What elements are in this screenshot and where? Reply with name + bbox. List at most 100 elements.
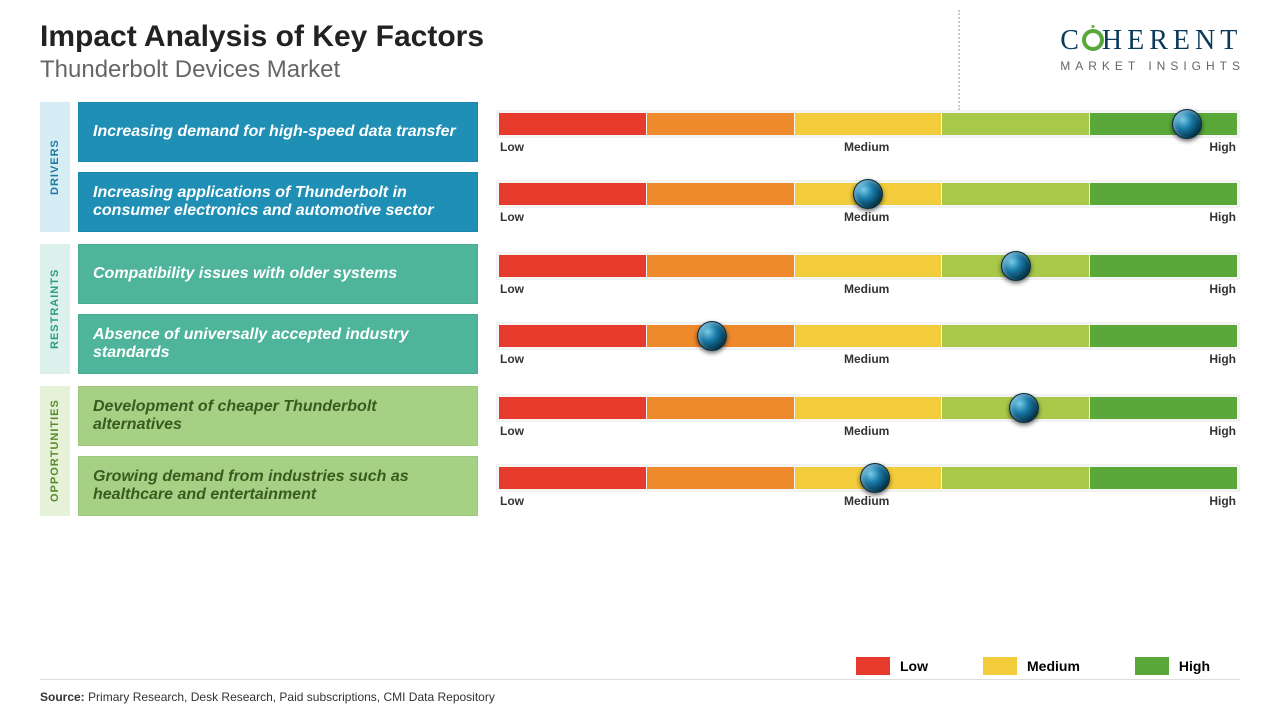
gauge-segment [795,113,942,135]
legend-label: Low [900,658,928,674]
legend-item: High [1135,657,1210,675]
gauge-segment [499,325,646,347]
gauge-segment [647,255,794,277]
gauge-segment [647,397,794,419]
gauge-segment [795,255,942,277]
factor-row: Compatibility issues with older systemsL… [78,244,1240,304]
legend-swatch [1135,657,1169,675]
logo-post: HERENT [1102,25,1242,56]
gauge-marker-icon [1172,109,1202,139]
gauge-marker-icon [853,179,883,209]
factor-text: Development of cheaper Thunderbolt alter… [78,386,478,446]
gauge-axis-labels: LowMediumHigh [496,140,1240,154]
gauge-low-label: Low [500,140,524,154]
impact-gauge: LowMediumHigh [496,252,1240,296]
gauge-segment [647,467,794,489]
gauge-segment [1090,325,1237,347]
gauge-high-label: High [1209,494,1236,508]
gauge-medium-label: Medium [844,352,889,366]
gauge-bar [496,322,1240,350]
source-note: Source: Primary Research, Desk Research,… [40,690,495,704]
logo-subtext: MARKET INSIGHTS [1060,59,1245,73]
chart-content: DRIVERS Increasing demand for high-speed … [0,92,1280,516]
legend-label: High [1179,658,1210,674]
gauge-low-label: Low [500,352,524,366]
gauge-segment [499,397,646,419]
factor-row: Development of cheaper Thunderbolt alter… [78,386,1240,446]
gauge-segment [647,113,794,135]
gauge-axis-labels: Low Medium High [496,352,1240,366]
gauge-segment [1090,467,1237,489]
factor-group: OPPORTUNITIES Development of cheaper Thun… [40,386,1240,516]
group-label: OPPORTUNITIES [40,386,70,516]
gauge-bar [496,110,1240,138]
source-prefix: Source: [40,690,85,704]
factor-row: Increasing demand for high-speed data tr… [78,102,1240,162]
gauge-segment [795,397,942,419]
legend-label: Medium [1027,658,1080,674]
gauge-low-label: Low [500,494,524,508]
gauge-segment [647,183,794,205]
gauge-marker-icon [1009,393,1039,423]
gauge-bar [496,180,1240,208]
gauge-axis-labels: Low Medium High [496,210,1240,224]
gauge-segment [942,467,1089,489]
factor-text: Increasing demand for high-speed data tr… [78,102,478,162]
gauge-segment [942,325,1089,347]
group-label: DRIVERS [40,102,70,232]
gauge-segment [499,467,646,489]
gauge-segment [1090,113,1237,135]
gauge-axis-labels: Low Medium High [496,424,1240,438]
gauge-segment [499,113,646,135]
gauge-segment [1090,397,1237,419]
gauge-marker-icon [1001,251,1031,281]
factor-text: Growing demand from industries such as h… [78,456,478,516]
factor-group: DRIVERS Increasing demand for high-speed … [40,102,1240,232]
group-rows: Development of cheaper Thunderbolt alter… [78,386,1240,516]
gauge-bar [496,394,1240,422]
gauge-bar [496,464,1240,492]
gauge-low-label: Low [500,424,524,438]
gauge-segment [942,113,1089,135]
factor-text: Increasing applications of Thunderbolt i… [78,172,478,232]
gauge-high-label: High [1209,352,1236,366]
logo-text: CHERENT [1060,25,1245,57]
gauge-segment [942,183,1089,205]
impact-gauge: LowMediumHigh [496,110,1240,154]
legend-item: Low [856,657,928,675]
impact-gauge: Low Medium High [496,394,1240,438]
group-rows: Compatibility issues with older systemsL… [78,244,1240,374]
group-label: RESTRAINTS [40,244,70,374]
gauge-high-label: High [1209,210,1236,224]
logo-ring-icon [1082,29,1104,51]
gauge-low-label: Low [500,210,524,224]
gauge-axis-labels: Low Medium High [496,494,1240,508]
gauge-segment [499,255,646,277]
impact-gauge: Low Medium High [496,464,1240,508]
gauge-medium-label: Medium [844,424,889,438]
legend: Low Medium High [856,657,1210,675]
gauge-marker-icon [860,463,890,493]
gauge-medium-label: Medium [844,282,889,296]
gauge-marker-icon [697,321,727,351]
gauge-segment [795,325,942,347]
legend-swatch [983,657,1017,675]
gauge-medium-label: Medium [844,210,889,224]
factor-text: Absence of universally accepted industry… [78,314,478,374]
impact-gauge: Low Medium High [496,322,1240,366]
gauge-segment [1090,183,1237,205]
legend-swatch [856,657,890,675]
gauge-high-label: High [1209,140,1236,154]
gauge-medium-label: Medium [844,494,889,508]
gauge-axis-labels: LowMediumHigh [496,282,1240,296]
impact-gauge: Low Medium High [496,180,1240,224]
gauge-segment [1090,255,1237,277]
gauge-high-label: High [1209,424,1236,438]
brand-logo: CHERENT MARKET INSIGHTS [1060,25,1245,73]
gauge-segment [499,183,646,205]
factor-row: Growing demand from industries such as h… [78,456,1240,516]
separator-line [40,679,1240,680]
factor-group: RESTRAINTS Compatibility issues with olde… [40,244,1240,374]
gauge-high-label: High [1209,282,1236,296]
source-text: Primary Research, Desk Research, Paid su… [88,690,495,704]
